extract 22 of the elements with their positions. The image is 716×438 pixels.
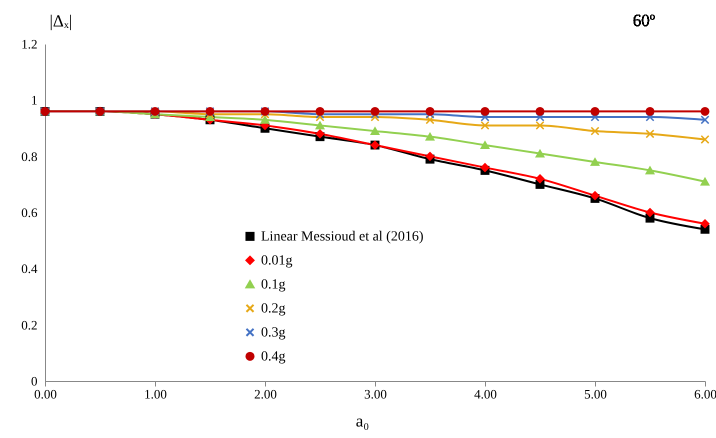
x-tick-label: 5.00 bbox=[584, 386, 607, 402]
y-tick-label: 0.8 bbox=[21, 148, 38, 164]
legend-label: 0.01g bbox=[261, 253, 292, 268]
y-tick-label: 0.2 bbox=[21, 317, 38, 332]
legend-label: 0.2g bbox=[261, 301, 286, 316]
y-tick-label: 0 bbox=[31, 374, 38, 388]
x-tick-label: 0.00 bbox=[34, 386, 57, 402]
text: 60º bbox=[632, 11, 655, 30]
x-axis-title: a₀ bbox=[356, 412, 370, 430]
x-tick-label: 4.00 bbox=[474, 386, 497, 402]
legend-label: 0.3g bbox=[261, 325, 286, 340]
y-axis-title: |Δₓ| bbox=[50, 12, 72, 30]
y-tick-label: 1.2 bbox=[21, 36, 38, 52]
x-tick-label: 3.00 bbox=[364, 386, 387, 402]
legend-label: 0.1g bbox=[261, 277, 286, 292]
y-tick-label: 0.4 bbox=[21, 261, 38, 276]
legend-label: Linear Messioud et al (2016) bbox=[261, 229, 424, 244]
y-tick-label: 1 bbox=[31, 92, 38, 108]
x-tick-label: 2.00 bbox=[254, 386, 277, 402]
legend-label: 0.4g bbox=[261, 349, 286, 364]
y-tick-label: 0.6 bbox=[21, 205, 38, 220]
x-tick-label: 1.00 bbox=[144, 386, 167, 402]
